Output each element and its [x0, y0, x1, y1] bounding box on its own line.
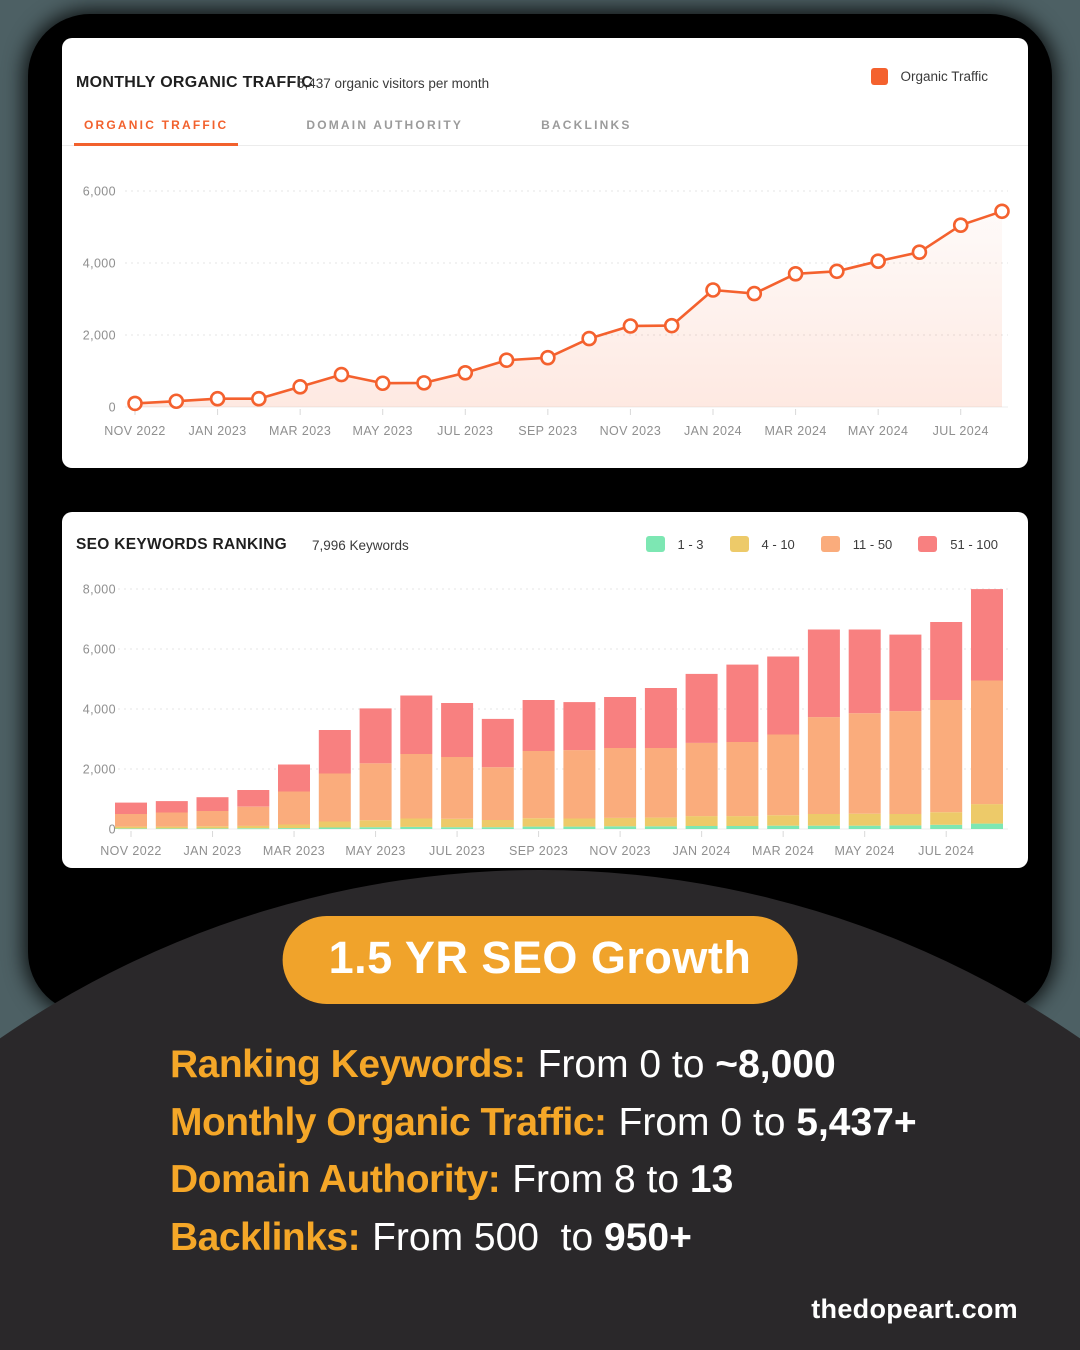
- svg-text:NOV 2022: NOV 2022: [104, 424, 166, 438]
- legend-item-11-50: 11 - 50: [820, 536, 893, 552]
- keywords-card-title: SEO KEYWORDS RANKING: [76, 536, 287, 553]
- traffic-card-subtitle: 5,437 organic visitors per month: [297, 76, 490, 91]
- svg-text:4,000: 4,000: [83, 703, 116, 717]
- tab-organic-traffic[interactable]: ORGANIC TRAFFIC: [74, 112, 239, 146]
- svg-text:JAN 2023: JAN 2023: [183, 844, 241, 858]
- stat-text: From 500 to: [372, 1215, 605, 1259]
- growth-badge: 1.5 YR SEO Growth: [282, 916, 798, 1004]
- legend-label: 4 - 10: [761, 536, 795, 552]
- tab-backlinks[interactable]: BACKLINKS: [541, 118, 632, 132]
- organic-traffic-line-chart: 0 2,000 4,000 6,000 NOV 2022 JAN 2023 MAR 2023…: [83, 185, 1010, 438]
- svg-text:4,000: 4,000: [83, 257, 116, 271]
- stat-text: From 0 to: [537, 1043, 716, 1086]
- stat-label: Ranking Keywords:: [170, 1043, 526, 1086]
- svg-text:2,000: 2,000: [83, 763, 116, 777]
- stat-label: Monthly Organic Traffic:: [170, 1100, 607, 1144]
- keywords-card-subtitle: 7,996 Keywords: [312, 538, 409, 553]
- stat-value: 13: [689, 1158, 734, 1201]
- svg-text:JUL 2024: JUL 2024: [918, 844, 974, 858]
- legend-swatch: [729, 536, 749, 552]
- svg-text:MAY 2023: MAY 2023: [345, 844, 405, 858]
- stat-text: From 0 to: [618, 1100, 797, 1144]
- legend-label: 1 - 3: [677, 536, 704, 552]
- svg-text:MAR 2024: MAR 2024: [764, 424, 826, 438]
- svg-text:SEP 2023: SEP 2023: [509, 844, 568, 858]
- legend-item-1-3: 1 - 3: [645, 536, 704, 552]
- svg-text:JUL 2023: JUL 2023: [429, 844, 485, 858]
- svg-text:SEP 2023: SEP 2023: [518, 424, 577, 438]
- traffic-tabs: ORGANIC TRAFFIC DOMAIN AUTHORITY BACKLINKS: [62, 112, 1028, 146]
- stat-label: Backlinks:: [170, 1215, 361, 1259]
- legend-swatch: [918, 536, 938, 552]
- svg-text:NOV 2023: NOV 2023: [589, 844, 651, 858]
- tab-domain-authority[interactable]: DOMAIN AUTHORITY: [306, 118, 464, 132]
- website-url: thedopeart.com: [811, 1294, 1018, 1324]
- legend-swatch: [645, 536, 665, 552]
- seo-keywords-ranking-card: SEO KEYWORDS RANKING 7,996 Keywords 1 - …: [62, 512, 1028, 868]
- organic-traffic-legend-swatch: [871, 68, 889, 85]
- traffic-legend: Organic Traffic: [871, 68, 988, 85]
- svg-text:MAR 2024: MAR 2024: [752, 844, 814, 858]
- keywords-legend: 1 - 3 4 - 10 11 - 50 51 - 100: [645, 536, 998, 552]
- monthly-organic-traffic-card: MONTHLY ORGANIC TRAFFIC 5,437 organic vi…: [62, 38, 1028, 468]
- stat-text: From 8 to: [512, 1158, 690, 1201]
- svg-text:0: 0: [109, 401, 116, 415]
- keywords-ranking-bar-chart: 0 2,000 4,000 6,000 8,000 NOV 2022 JAN 2023 MAR…: [83, 583, 1008, 858]
- legend-label: 11 - 50: [852, 536, 893, 552]
- legend-swatch: [820, 536, 840, 552]
- svg-text:JAN 2024: JAN 2024: [673, 844, 731, 858]
- svg-text:JAN 2023: JAN 2023: [189, 424, 247, 438]
- stat-label: Domain Authority:: [170, 1158, 501, 1201]
- stat-row-ranking-keywords: Ranking Keywords: From 0 to ~8,000: [170, 1036, 917, 1094]
- stat-row-backlinks: Backlinks: From 500 to 950+: [170, 1209, 917, 1267]
- stat-row-monthly-organic-traffic: Monthly Organic Traffic: From 0 to 5,437+: [170, 1094, 917, 1152]
- legend-item-51-100: 51 - 100: [918, 536, 998, 552]
- traffic-card-title: MONTHLY ORGANIC TRAFFIC: [76, 74, 314, 91]
- svg-text:0: 0: [109, 823, 116, 837]
- stat-value: ~8,000: [715, 1043, 836, 1086]
- svg-text:MAY 2024: MAY 2024: [848, 424, 908, 438]
- legend-label: 51 - 100: [950, 536, 998, 552]
- svg-text:NOV 2022: NOV 2022: [100, 844, 162, 858]
- svg-text:MAY 2023: MAY 2023: [353, 424, 413, 438]
- svg-text:MAR 2023: MAR 2023: [263, 844, 325, 858]
- svg-text:MAR 2023: MAR 2023: [269, 424, 331, 438]
- legend-item-4-10: 4 - 10: [729, 536, 795, 552]
- svg-text:8,000: 8,000: [83, 583, 116, 597]
- stat-value: 950+: [604, 1215, 692, 1259]
- svg-text:6,000: 6,000: [83, 643, 116, 657]
- stat-value: 5,437+: [796, 1100, 917, 1144]
- svg-text:JUL 2023: JUL 2023: [437, 424, 493, 438]
- svg-text:NOV 2023: NOV 2023: [600, 424, 662, 438]
- organic-traffic-legend-label: Organic Traffic: [900, 69, 988, 84]
- svg-text:JUL 2024: JUL 2024: [933, 424, 989, 438]
- svg-text:6,000: 6,000: [83, 185, 116, 199]
- svg-text:2,000: 2,000: [83, 329, 116, 343]
- svg-text:JAN 2024: JAN 2024: [684, 424, 742, 438]
- stat-row-domain-authority: Domain Authority: From 8 to 13: [170, 1151, 917, 1209]
- growth-stats: Ranking Keywords: From 0 to ~8,000 Monthly…: [170, 1036, 917, 1266]
- svg-text:MAY 2024: MAY 2024: [834, 844, 894, 858]
